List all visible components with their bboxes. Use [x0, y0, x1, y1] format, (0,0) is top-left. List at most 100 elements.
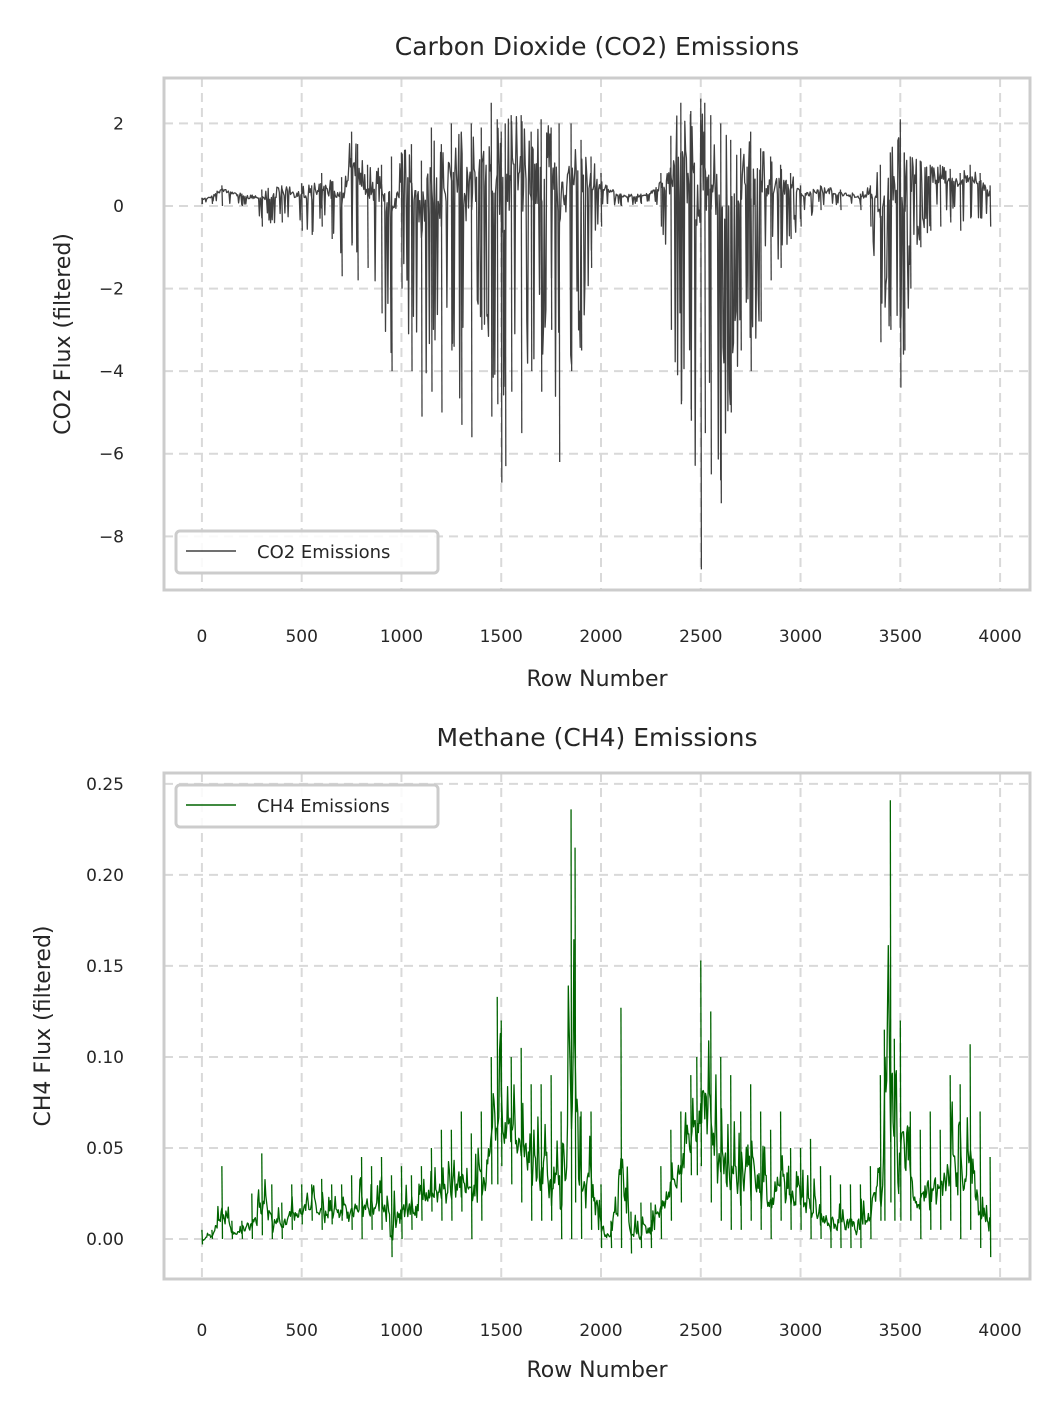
ch4-spike-62: [791, 1148, 792, 1230]
co2-spike-31: [531, 132, 532, 371]
co2-spike-59: [820, 185, 821, 210]
ch4-spike-12: [322, 1179, 323, 1230]
ch4-spike-68: [850, 1184, 851, 1248]
ch4-y-axis-label: CH4 Flux (filtered): [31, 926, 56, 1127]
ch4-spike-76: [910, 1112, 911, 1221]
ch4-y-tick-3: 0.10: [86, 1048, 124, 1068]
co2-spike-57: [791, 173, 792, 239]
ch4-spike-23: [431, 1148, 432, 1212]
ch4-spike-81: [960, 1084, 961, 1239]
co2-spike-18: [421, 161, 422, 417]
co2-spike-9: [332, 181, 333, 239]
co2-spike-64: [890, 152, 891, 330]
ch4-spike-19: [391, 1175, 392, 1257]
ch4-spike-47: [651, 1203, 652, 1249]
co2-spike-47: [701, 99, 702, 570]
ch4-spike-13: [332, 1184, 333, 1224]
ch4-spike-33: [521, 1048, 522, 1203]
ch4-spike-8: [282, 1203, 283, 1239]
ch4-spike-77: [920, 1130, 921, 1239]
ch4-spike-10: [302, 1184, 303, 1224]
co2-y-tick-3: −4: [99, 362, 124, 382]
co2-spike-55: [771, 156, 772, 280]
ch4-spike-83: [980, 1112, 981, 1249]
ch4-spike-6: [262, 1153, 263, 1235]
co2-spike-34: [559, 123, 560, 462]
ch4-x-tick-1500: 1500: [480, 1321, 523, 1341]
co2-spike-60: [840, 189, 841, 210]
co2-spike-36: [581, 140, 582, 351]
ch4-spike-57: [741, 1112, 742, 1230]
co2-spike-61: [860, 194, 861, 211]
co2-spike-7: [312, 185, 313, 235]
co2-spike-67: [910, 156, 911, 288]
ch4-spike-7: [272, 1184, 273, 1239]
co2-spike-23: [471, 123, 472, 437]
ch4-spike-56: [731, 1075, 732, 1230]
ch4-spike-70: [870, 1166, 871, 1239]
co2-chart: Carbon Dioxide (CO2) Emissions 0 500 1000 1…: [51, 32, 1030, 692]
co2-spike-4: [262, 189, 263, 226]
co2-x-tick-3500: 3500: [879, 627, 922, 647]
ch4-spike-50: [681, 1112, 682, 1203]
ch4-x-tick-4000: 4000: [978, 1321, 1021, 1341]
ch4-spike-31: [501, 1021, 502, 1167]
co2-x-tick-labels: 0 500 1000 1500 2000 2500 3000 3500 4000: [196, 627, 1021, 647]
ch4-y-tick-5: 0.00: [86, 1230, 124, 1250]
ch4-spike-34: [531, 1084, 532, 1221]
co2-chart-title: Carbon Dioxide (CO2) Emissions: [395, 32, 799, 61]
co2-spike-24: [481, 128, 482, 330]
co2-y-tick-labels: 20−2−4−6−8: [99, 114, 124, 547]
ch4-spike-38: [571, 809, 572, 1239]
co2-spike-13: [368, 165, 369, 268]
ch4-spike-58: [751, 1084, 752, 1221]
ch4-spike-14: [342, 1184, 343, 1220]
ch4-spike-61: [781, 1112, 782, 1221]
co2-spike-6: [302, 183, 303, 230]
co2-spike-63: [880, 165, 881, 343]
ch4-spike-16: [362, 1157, 363, 1239]
ch4-spike-52: [697, 1057, 698, 1175]
ch4-spike-25: [451, 1130, 452, 1221]
ch4-spike-1: [212, 1230, 213, 1239]
co2-y-tick-4: −6: [99, 445, 124, 465]
ch4-spike-11: [312, 1184, 313, 1220]
ch4-spike-44: [621, 1008, 622, 1248]
ch4-spike-79: [940, 1130, 941, 1230]
ch4-spike-48: [661, 1166, 662, 1239]
co2-spike-28: [505, 123, 506, 466]
ch4-spike-28: [481, 1112, 482, 1221]
co2-spike-12: [358, 144, 359, 280]
ch4-x-axis-label: Row Number: [526, 1358, 668, 1383]
co2-spike-49: [711, 115, 712, 474]
co2-series-path: [202, 114, 990, 480]
co2-x-tick-1500: 1500: [480, 627, 523, 647]
ch4-y-tick-1: 0.20: [86, 866, 124, 886]
ch4-spike-40: [581, 1112, 582, 1239]
co2-spike-58: [801, 185, 802, 226]
ch4-spike-4: [242, 1221, 243, 1239]
ch4-x-tick-0: 0: [196, 1321, 207, 1341]
ch4-spike-21: [411, 1175, 412, 1230]
co2-x-tick-3000: 3000: [779, 627, 822, 647]
ch4-spike-60: [771, 1130, 772, 1239]
ch4-y-tick-0: 0.25: [86, 775, 124, 795]
co2-spike-43: [661, 173, 662, 227]
co2-spike-11: [352, 132, 353, 243]
ch4-spike-49: [671, 1130, 672, 1221]
co2-x-axis-label: Row Number: [526, 667, 668, 692]
co2-spike-15: [391, 156, 392, 371]
co2-spike-66: [904, 152, 905, 350]
co2-x-tick-2000: 2000: [579, 627, 622, 647]
co2-x-tick-1000: 1000: [380, 627, 423, 647]
co2-spike-68: [920, 161, 921, 248]
co2-spike-53: [751, 132, 752, 371]
ch4-spike-20: [401, 1166, 402, 1239]
ch4-spike-35: [541, 1084, 542, 1221]
ch4-spike-74: [894, 1039, 895, 1221]
co2-spike-20: [441, 144, 442, 412]
co2-spike-25: [491, 103, 492, 417]
co2-spike-62: [870, 185, 871, 226]
ch4-spike-15: [352, 1175, 353, 1230]
